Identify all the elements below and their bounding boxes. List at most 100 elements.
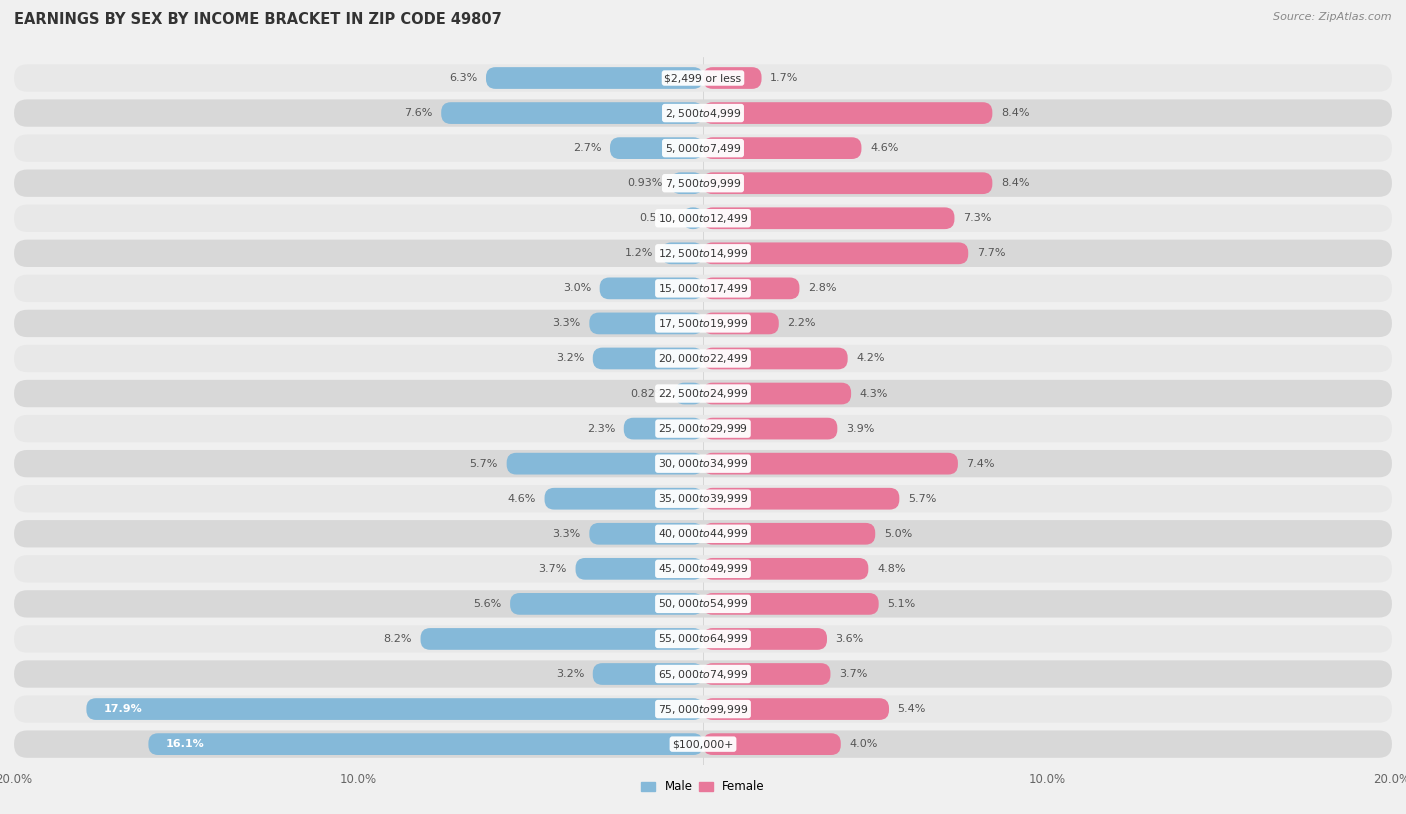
Text: 0.58%: 0.58% (640, 213, 675, 223)
Text: 4.2%: 4.2% (856, 353, 884, 364)
Text: 7.7%: 7.7% (977, 248, 1005, 258)
Text: 7.4%: 7.4% (966, 458, 995, 469)
FancyBboxPatch shape (14, 64, 1392, 92)
Text: $5,000 to $7,499: $5,000 to $7,499 (665, 142, 741, 155)
FancyBboxPatch shape (506, 453, 703, 475)
FancyBboxPatch shape (14, 345, 1392, 372)
FancyBboxPatch shape (14, 450, 1392, 477)
Text: 4.6%: 4.6% (508, 494, 536, 504)
FancyBboxPatch shape (703, 698, 889, 720)
Text: 16.1%: 16.1% (166, 739, 204, 749)
Text: 8.4%: 8.4% (1001, 178, 1029, 188)
FancyBboxPatch shape (593, 348, 703, 370)
Text: $2,500 to $4,999: $2,500 to $4,999 (665, 107, 741, 120)
FancyBboxPatch shape (14, 590, 1392, 618)
Text: 3.6%: 3.6% (835, 634, 863, 644)
FancyBboxPatch shape (149, 733, 703, 755)
Text: $12,500 to $14,999: $12,500 to $14,999 (658, 247, 748, 260)
Text: 2.7%: 2.7% (572, 143, 602, 153)
FancyBboxPatch shape (420, 628, 703, 650)
FancyBboxPatch shape (662, 243, 703, 265)
FancyBboxPatch shape (703, 558, 869, 580)
Text: 4.3%: 4.3% (859, 388, 889, 399)
Text: EARNINGS BY SEX BY INCOME BRACKET IN ZIP CODE 49807: EARNINGS BY SEX BY INCOME BRACKET IN ZIP… (14, 12, 502, 27)
Text: $7,500 to $9,999: $7,500 to $9,999 (665, 177, 741, 190)
FancyBboxPatch shape (703, 523, 875, 545)
Text: $35,000 to $39,999: $35,000 to $39,999 (658, 492, 748, 505)
FancyBboxPatch shape (441, 103, 703, 124)
FancyBboxPatch shape (14, 520, 1392, 548)
FancyBboxPatch shape (703, 628, 827, 650)
FancyBboxPatch shape (14, 660, 1392, 688)
FancyBboxPatch shape (683, 208, 703, 229)
Text: 5.7%: 5.7% (908, 494, 936, 504)
FancyBboxPatch shape (14, 485, 1392, 512)
FancyBboxPatch shape (703, 348, 848, 370)
FancyBboxPatch shape (703, 67, 762, 89)
FancyBboxPatch shape (703, 278, 800, 300)
FancyBboxPatch shape (14, 169, 1392, 197)
FancyBboxPatch shape (589, 523, 703, 545)
FancyBboxPatch shape (589, 313, 703, 335)
FancyBboxPatch shape (14, 415, 1392, 442)
FancyBboxPatch shape (14, 310, 1392, 337)
Text: 5.1%: 5.1% (887, 599, 915, 609)
Text: 5.4%: 5.4% (897, 704, 927, 714)
FancyBboxPatch shape (703, 418, 838, 440)
Text: 4.0%: 4.0% (849, 739, 877, 749)
FancyBboxPatch shape (675, 383, 703, 405)
Text: Source: ZipAtlas.com: Source: ZipAtlas.com (1274, 12, 1392, 22)
FancyBboxPatch shape (486, 67, 703, 89)
FancyBboxPatch shape (703, 453, 957, 475)
FancyBboxPatch shape (703, 488, 900, 510)
FancyBboxPatch shape (575, 558, 703, 580)
Text: 3.7%: 3.7% (839, 669, 868, 679)
FancyBboxPatch shape (14, 274, 1392, 302)
FancyBboxPatch shape (593, 663, 703, 685)
FancyBboxPatch shape (14, 239, 1392, 267)
Text: 7.3%: 7.3% (963, 213, 991, 223)
Text: 3.7%: 3.7% (538, 564, 567, 574)
Text: 8.4%: 8.4% (1001, 108, 1029, 118)
FancyBboxPatch shape (703, 663, 831, 685)
FancyBboxPatch shape (703, 593, 879, 615)
FancyBboxPatch shape (703, 383, 851, 405)
FancyBboxPatch shape (703, 208, 955, 229)
FancyBboxPatch shape (14, 204, 1392, 232)
Text: 5.6%: 5.6% (474, 599, 502, 609)
Text: $20,000 to $22,499: $20,000 to $22,499 (658, 352, 748, 365)
Text: 7.6%: 7.6% (404, 108, 433, 118)
FancyBboxPatch shape (544, 488, 703, 510)
FancyBboxPatch shape (14, 625, 1392, 653)
FancyBboxPatch shape (14, 380, 1392, 407)
Text: $45,000 to $49,999: $45,000 to $49,999 (658, 562, 748, 575)
Text: $55,000 to $64,999: $55,000 to $64,999 (658, 632, 748, 646)
Text: 2.2%: 2.2% (787, 318, 815, 328)
Text: 3.3%: 3.3% (553, 318, 581, 328)
FancyBboxPatch shape (14, 555, 1392, 583)
Text: 3.2%: 3.2% (555, 669, 583, 679)
Text: 17.9%: 17.9% (104, 704, 142, 714)
FancyBboxPatch shape (703, 243, 969, 265)
Text: 4.8%: 4.8% (877, 564, 905, 574)
Text: 0.82%: 0.82% (631, 388, 666, 399)
Text: $30,000 to $34,999: $30,000 to $34,999 (658, 457, 748, 470)
Text: 1.2%: 1.2% (624, 248, 652, 258)
Text: $10,000 to $12,499: $10,000 to $12,499 (658, 212, 748, 225)
Text: $15,000 to $17,499: $15,000 to $17,499 (658, 282, 748, 295)
Text: 2.8%: 2.8% (808, 283, 837, 293)
FancyBboxPatch shape (14, 730, 1392, 758)
Text: $65,000 to $74,999: $65,000 to $74,999 (658, 667, 748, 681)
FancyBboxPatch shape (610, 138, 703, 159)
Text: 3.9%: 3.9% (846, 423, 875, 434)
FancyBboxPatch shape (86, 698, 703, 720)
FancyBboxPatch shape (703, 138, 862, 159)
FancyBboxPatch shape (14, 695, 1392, 723)
Text: $2,499 or less: $2,499 or less (665, 73, 741, 83)
Text: 2.3%: 2.3% (586, 423, 616, 434)
Text: $40,000 to $44,999: $40,000 to $44,999 (658, 527, 748, 540)
FancyBboxPatch shape (703, 733, 841, 755)
Text: $75,000 to $99,999: $75,000 to $99,999 (658, 702, 748, 716)
FancyBboxPatch shape (14, 134, 1392, 162)
Text: 6.3%: 6.3% (449, 73, 478, 83)
